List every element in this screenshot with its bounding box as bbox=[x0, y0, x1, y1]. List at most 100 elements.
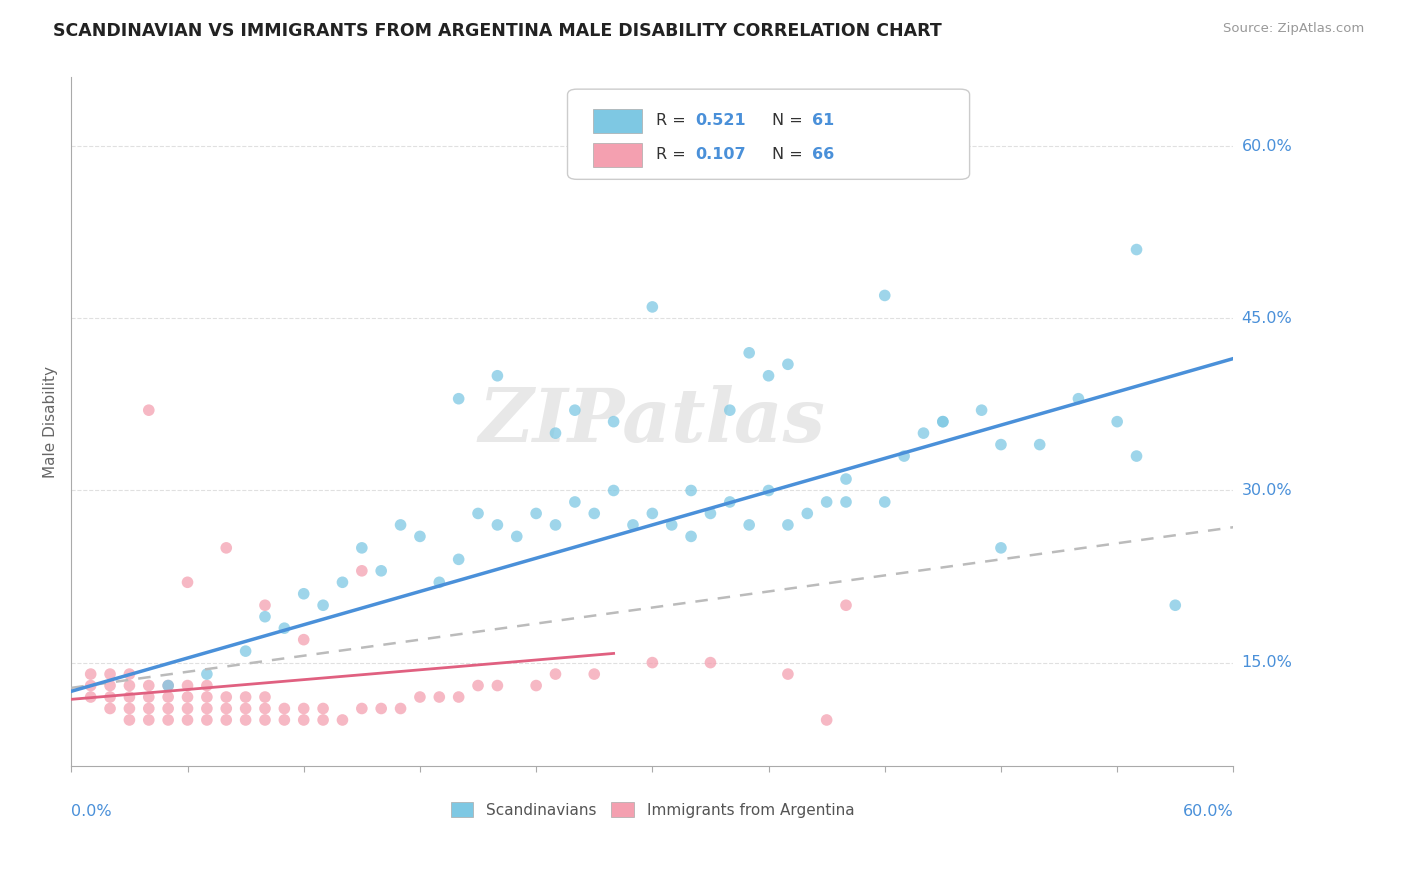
Point bbox=[1164, 599, 1187, 613]
Point bbox=[776, 517, 799, 532]
Point bbox=[990, 541, 1012, 555]
Point bbox=[215, 713, 238, 727]
Point bbox=[235, 713, 257, 727]
Y-axis label: Male Disability: Male Disability bbox=[44, 366, 58, 477]
Point bbox=[79, 667, 101, 681]
Point bbox=[776, 667, 799, 681]
Point bbox=[621, 517, 644, 532]
Point bbox=[157, 713, 180, 727]
Legend: Scandinavians, Immigrants from Argentina: Scandinavians, Immigrants from Argentina bbox=[444, 796, 860, 823]
Point bbox=[661, 517, 683, 532]
Text: 61: 61 bbox=[811, 113, 834, 128]
Text: 0.107: 0.107 bbox=[696, 147, 747, 162]
Point bbox=[332, 575, 354, 590]
Point bbox=[409, 529, 432, 543]
Point bbox=[176, 690, 198, 704]
Point bbox=[138, 701, 160, 715]
Point bbox=[253, 609, 276, 624]
Point bbox=[564, 495, 586, 509]
Text: R =: R = bbox=[655, 147, 690, 162]
Point bbox=[699, 507, 721, 521]
Point bbox=[776, 357, 799, 371]
Point bbox=[292, 713, 315, 727]
Point bbox=[195, 713, 218, 727]
Point bbox=[970, 403, 993, 417]
Point bbox=[583, 507, 606, 521]
Point bbox=[796, 507, 818, 521]
Bar bbox=[593, 143, 643, 167]
Point bbox=[98, 667, 121, 681]
Point bbox=[138, 679, 160, 693]
Point bbox=[506, 529, 529, 543]
Point bbox=[312, 701, 335, 715]
Point bbox=[758, 483, 780, 498]
Point bbox=[118, 690, 141, 704]
Point bbox=[79, 679, 101, 693]
Point bbox=[409, 690, 432, 704]
Point bbox=[273, 701, 295, 715]
Point bbox=[157, 701, 180, 715]
Point bbox=[427, 690, 450, 704]
Point bbox=[524, 679, 547, 693]
Point bbox=[447, 690, 470, 704]
Point bbox=[118, 679, 141, 693]
Point bbox=[681, 529, 703, 543]
Text: R =: R = bbox=[655, 113, 690, 128]
Text: 45.0%: 45.0% bbox=[1241, 311, 1292, 326]
Point bbox=[195, 690, 218, 704]
Point bbox=[524, 507, 547, 521]
Point bbox=[253, 690, 276, 704]
Point bbox=[195, 667, 218, 681]
Point bbox=[912, 426, 935, 441]
Point bbox=[641, 300, 664, 314]
Point bbox=[253, 701, 276, 715]
Text: 66: 66 bbox=[811, 147, 834, 162]
Point bbox=[370, 701, 392, 715]
Point bbox=[253, 713, 276, 727]
Point bbox=[427, 575, 450, 590]
Text: N =: N = bbox=[772, 113, 808, 128]
Point bbox=[815, 495, 838, 509]
Point bbox=[815, 713, 838, 727]
Point bbox=[138, 690, 160, 704]
Point bbox=[389, 701, 412, 715]
Text: N =: N = bbox=[772, 147, 808, 162]
Point bbox=[641, 656, 664, 670]
Bar bbox=[593, 109, 643, 133]
Point bbox=[583, 667, 606, 681]
FancyBboxPatch shape bbox=[568, 89, 970, 179]
Point bbox=[292, 632, 315, 647]
Point bbox=[544, 517, 567, 532]
Text: 0.0%: 0.0% bbox=[72, 804, 112, 819]
Point bbox=[447, 552, 470, 566]
Point bbox=[1028, 437, 1050, 451]
Point bbox=[312, 599, 335, 613]
Point bbox=[118, 713, 141, 727]
Text: ZIPatlas: ZIPatlas bbox=[479, 385, 825, 458]
Point bbox=[1067, 392, 1090, 406]
Point bbox=[932, 415, 955, 429]
Point bbox=[176, 713, 198, 727]
Point bbox=[98, 679, 121, 693]
Point bbox=[932, 415, 955, 429]
Point bbox=[157, 679, 180, 693]
Text: Source: ZipAtlas.com: Source: ZipAtlas.com bbox=[1223, 22, 1364, 36]
Point bbox=[332, 713, 354, 727]
Point bbox=[718, 403, 741, 417]
Point bbox=[544, 667, 567, 681]
Point bbox=[873, 288, 896, 302]
Point bbox=[486, 517, 509, 532]
Point bbox=[641, 507, 664, 521]
Point bbox=[681, 483, 703, 498]
Point bbox=[1125, 243, 1147, 257]
Point bbox=[98, 690, 121, 704]
Point bbox=[157, 690, 180, 704]
Text: 60.0%: 60.0% bbox=[1241, 139, 1292, 153]
Point bbox=[273, 713, 295, 727]
Point bbox=[718, 495, 741, 509]
Point bbox=[467, 679, 489, 693]
Point bbox=[990, 437, 1012, 451]
Point bbox=[486, 679, 509, 693]
Point bbox=[157, 679, 180, 693]
Point bbox=[893, 449, 915, 463]
